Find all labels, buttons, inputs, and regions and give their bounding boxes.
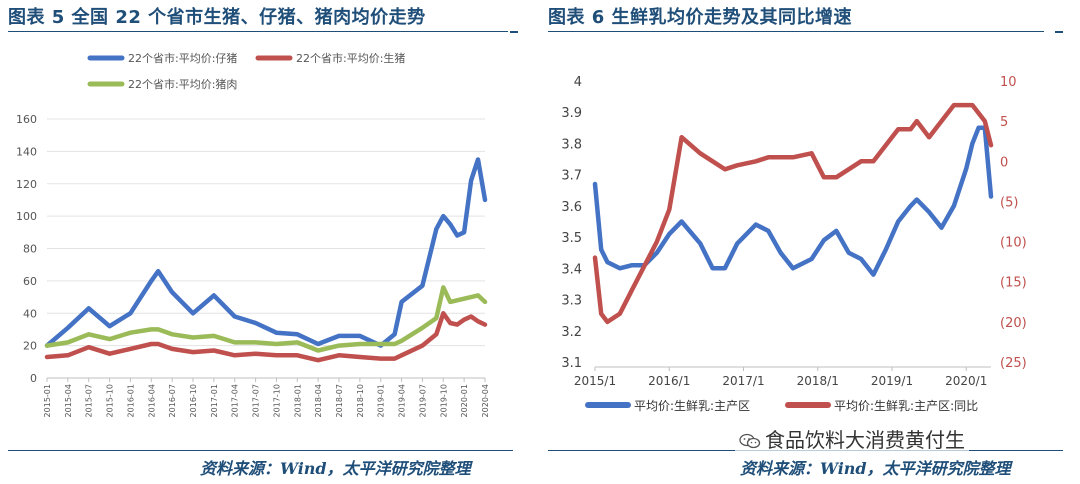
y2-tick-label: (10) [1000,236,1027,251]
x-tick-label: 2015-10 [106,384,115,417]
x-tick-label: 2016-07 [168,384,177,417]
left-title-rule [8,31,508,32]
x-tick-label: 2016/1 [648,374,690,388]
x-tick-label: 2017-01 [210,384,219,417]
x-tick-label: 2015-01 [43,384,52,417]
x-tick-label: 2018-04 [314,384,323,417]
y2-tick-label: 5 [1000,115,1008,130]
y-tick-label: 120 [16,178,37,191]
y-tick-label: 3.5 [561,231,582,246]
y2-tick-label: (15) [1000,276,1027,291]
x-tick-label: 2016-10 [189,384,198,417]
y-tick-label: 20 [23,340,37,353]
x-tick-label: 2017-04 [231,384,240,417]
x-tick-label: 2015-04 [64,384,73,417]
watermark: 食品饮料大消费黄付生 [735,424,969,453]
right-title-rule [548,31,1044,32]
x-tick-label: 2019-07 [418,384,427,417]
x-tick-label: 2019-10 [439,384,448,417]
y-tick-label: 60 [23,275,37,288]
series-line-1 [44,157,488,348]
x-tick-label: 2018-07 [335,384,344,417]
series-line-2 [44,311,488,363]
y-tick-label: 3.7 [561,169,582,184]
legend-label-2: 平均价:生鲜乳:主产区:同比 [834,399,978,413]
y2-tick-label: 10 [1000,75,1017,90]
y-tick-label: 3.3 [561,294,582,309]
y2-tick-label: (20) [1000,316,1027,331]
legend-label-1: 22个省市:平均价:仔猪 [128,51,237,65]
x-tick-label: 2017-07 [252,384,261,417]
series-line-2 [592,102,994,325]
left-figure-title: 图表 5 全国 22 个省市生猪、仔猪、猪肉均价走势 [8,7,426,28]
y-tick-label: 160 [16,113,37,126]
x-tick-label: 2017/1 [722,374,764,388]
x-tick-label: 2015-07 [85,384,94,417]
x-tick-label: 2015/1 [574,374,616,388]
y-tick-label: 4 [574,75,582,90]
x-tick-label: 2020-04 [481,384,490,417]
x-tick-label: 2016-04 [147,384,156,417]
x-tick-label: 2017-10 [272,384,281,417]
y-tick-label: 3.6 [561,200,582,215]
watermark-text: 食品饮料大消费黄付生 [765,428,965,452]
left-pig-price-chart: 0 20 40 60 80 100 120 140 160 2015-01 2015-04 2015-… [16,51,490,417]
x-tick-label: 2019-01 [377,384,386,417]
y2-tick-label: (5) [1000,195,1018,210]
y2-tick-label: (25) [1000,356,1027,371]
x-tick-label: 2018-01 [293,384,302,417]
y-tick-label: 3.2 [561,325,582,340]
legend-label-1: 平均价:生鲜乳:主产区 [634,399,750,413]
legend-label-3: 22个省市:平均价:猪肉 [128,77,237,91]
x-tick-label: 2016-01 [126,384,135,417]
y-tick-label: 100 [16,210,37,223]
series-line-1 [592,125,994,277]
y-tick-label: 3.4 [561,262,582,277]
x-tick-label: 2019/1 [871,374,913,388]
x-tick-label: 2018-10 [356,384,365,417]
series-line-3 [44,285,488,353]
right-figure-title: 图表 6 生鲜乳均价走势及其同比增速 [548,7,853,28]
y-tick-label: 3.8 [561,137,582,152]
right-source-note: 资料来源：Wind，太平洋研究院整理 [740,459,1011,478]
right-title-dash [1055,31,1063,33]
legend-label-2: 22个省市:平均价:生猪 [296,51,405,65]
y2-tick-label: 0 [1000,155,1008,170]
left-source-note: 资料来源：Wind，太平洋研究院整理 [200,459,471,478]
right-milk-price-chart: 3.1 3.2 3.3 3.4 3.5 3.6 3.7 3.8 3.9 4 10 5 0 (5) (10) (… [561,75,1027,413]
x-tick-label: 2019-04 [398,384,407,417]
x-tick-label: 2020/1 [945,374,987,388]
y-tick-label: 3.1 [561,356,582,371]
x-tick-label: 2020-01 [460,384,469,417]
y-tick-label: 3.9 [561,106,582,121]
x-tick-label: 2018/1 [797,374,839,388]
wechat-icon [739,433,761,449]
y-tick-label: 140 [16,145,37,158]
y-tick-label: 40 [23,307,37,320]
y-tick-label: 80 [23,243,37,256]
y-tick-label: 0 [30,372,37,385]
left-title-dash [510,31,518,33]
left-source-rule [8,450,513,451]
